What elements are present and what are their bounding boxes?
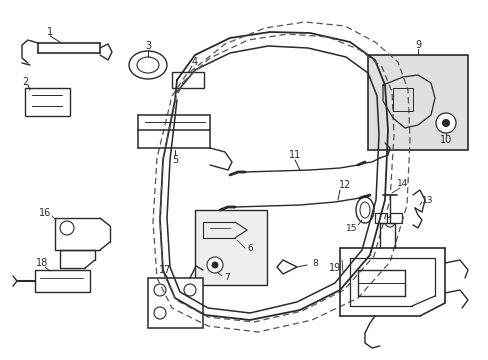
Bar	[148, 278, 203, 328]
Text: 3: 3	[144, 41, 151, 51]
Ellipse shape	[359, 202, 369, 218]
Text: 16: 16	[39, 208, 51, 218]
Text: 6: 6	[246, 243, 252, 252]
Text: 1: 1	[47, 27, 53, 37]
Circle shape	[60, 221, 74, 235]
Bar	[25, 88, 70, 116]
Circle shape	[154, 284, 165, 296]
Text: 8: 8	[311, 260, 317, 269]
Text: 19: 19	[328, 263, 341, 273]
Bar	[367, 55, 467, 150]
Text: 15: 15	[346, 224, 357, 233]
Ellipse shape	[137, 57, 159, 73]
Text: 5: 5	[171, 155, 178, 165]
Circle shape	[435, 113, 455, 133]
Bar	[374, 213, 386, 223]
Ellipse shape	[129, 51, 167, 79]
Text: 12: 12	[338, 180, 350, 190]
Polygon shape	[276, 260, 296, 274]
Ellipse shape	[355, 197, 373, 223]
Bar	[195, 210, 266, 285]
Circle shape	[154, 307, 165, 319]
Text: 7: 7	[224, 274, 229, 283]
Text: 11: 11	[288, 150, 301, 160]
Bar	[172, 72, 203, 88]
Text: 14: 14	[397, 179, 408, 188]
Circle shape	[384, 217, 394, 227]
Circle shape	[183, 284, 196, 296]
Circle shape	[206, 257, 223, 273]
Text: 13: 13	[421, 195, 433, 204]
Text: 2: 2	[22, 77, 28, 87]
Bar	[35, 270, 90, 292]
Text: 17: 17	[159, 265, 171, 275]
Text: 9: 9	[414, 40, 420, 50]
Bar	[389, 213, 401, 223]
Circle shape	[442, 120, 448, 126]
Text: 4: 4	[192, 57, 198, 67]
Text: 18: 18	[36, 258, 48, 268]
Text: 10: 10	[439, 135, 451, 145]
Circle shape	[212, 262, 218, 268]
